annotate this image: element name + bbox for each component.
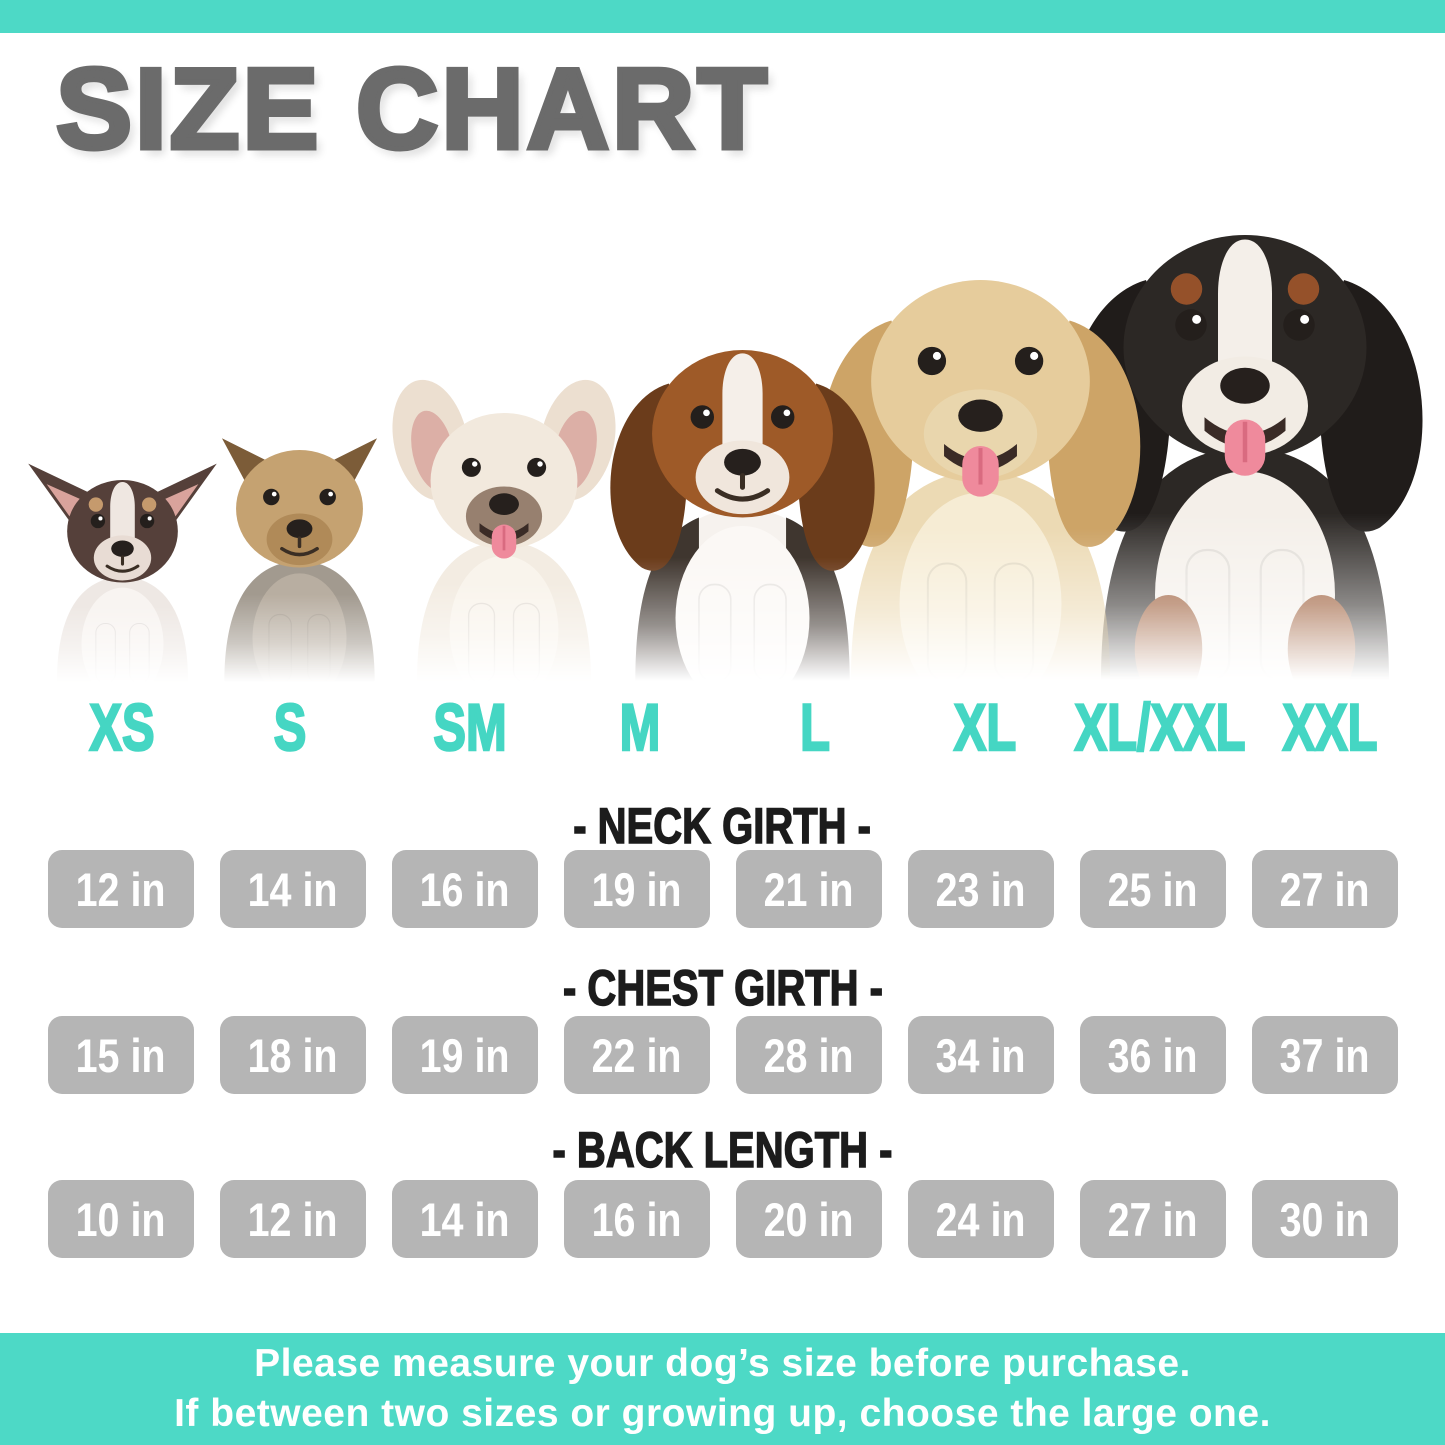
size-labels-row: XS S SM M L XL XL/XXL XXL [0, 690, 1445, 764]
value-text: 19 in [419, 1028, 510, 1082]
back-value-box-14in: 14 in [391, 1180, 538, 1258]
value-text: 14 in [419, 1192, 510, 1246]
value-text: 27 in [1279, 862, 1370, 916]
yorkshire-terrier-dog-photo [182, 402, 417, 685]
footer-note-line2: If between two sizes or growing up, choo… [174, 1392, 1271, 1435]
value-text: 25 in [1107, 862, 1198, 916]
value-text: 16 in [591, 1192, 682, 1246]
value-text: 24 in [935, 1192, 1026, 1246]
size-label-text: S [273, 690, 307, 764]
size-label-s: S [268, 690, 312, 764]
value-text: 36 in [1107, 1028, 1198, 1082]
chest-value-box-19in: 19 in [391, 1016, 538, 1094]
chest-value-box-22in: 22 in [563, 1016, 710, 1094]
value-text: 28 in [763, 1028, 854, 1082]
back-value-box-27in: 27 in [1079, 1180, 1226, 1258]
value-text: 18 in [247, 1028, 338, 1082]
value-text: 19 in [591, 862, 682, 916]
size-label-text: XS [88, 690, 155, 764]
neck-girth-heading-text: - NECK GIRTH - [573, 797, 872, 855]
neck-girth-values-row: 12 in 14 in 16 in 19 in 21 in 23 in 25 in 27 in [0, 850, 1445, 928]
page-title: SIZE CHART [54, 44, 770, 176]
neck-value-box-16in: 16 in [391, 850, 538, 928]
chest-value-box-34in: 34 in [907, 1016, 1054, 1094]
chest-value-box-36in: 36 in [1079, 1016, 1226, 1094]
chest-girth-heading-text: - CHEST GIRTH - [562, 959, 883, 1017]
back-value-box-16in: 16 in [563, 1180, 710, 1258]
footer-note-line1: Please measure your dog’s size before pu… [254, 1342, 1191, 1385]
footer-note-band: Please measure your dog’s size before pu… [0, 1333, 1445, 1445]
back-length-heading-text: - BACK LENGTH - [552, 1121, 893, 1179]
value-text: 12 in [75, 862, 166, 916]
back-value-box-30in: 30 in [1251, 1180, 1398, 1258]
back-value-box-24in: 24 in [907, 1180, 1054, 1258]
neck-value-box-21in: 21 in [735, 850, 882, 928]
size-label-l: L [795, 690, 835, 764]
beagle-dog-photo [575, 287, 910, 685]
value-text: 21 in [763, 862, 854, 916]
size-label-xl-xxl: XL/XXL [1044, 690, 1275, 764]
size-label-text: XL [953, 690, 1017, 764]
value-text: 14 in [247, 862, 338, 916]
value-text: 20 in [763, 1192, 854, 1246]
french-bulldog-dog-photo [368, 365, 640, 685]
size-label-xxl: XXL [1266, 690, 1394, 764]
neck-girth-heading: - NECK GIRTH - [0, 797, 1445, 855]
neck-value-box-25in: 25 in [1079, 850, 1226, 928]
back-length-heading: - BACK LENGTH - [0, 1121, 1445, 1179]
value-text: 16 in [419, 862, 510, 916]
bernese-mountain-dog-photo [1020, 149, 1445, 685]
value-text: 12 in [247, 1192, 338, 1246]
size-label-xs: XS [78, 690, 166, 764]
neck-value-box-23in: 23 in [907, 850, 1054, 928]
back-length-values-row: 10 in 12 in 14 in 16 in 20 in 24 in 27 in 30 in [0, 1180, 1445, 1258]
size-label-xl: XL [943, 690, 1027, 764]
size-label-text: M [619, 690, 662, 764]
neck-value-box-27in: 27 in [1251, 850, 1398, 928]
size-label-text: XXL [1282, 690, 1379, 764]
size-label-m: M [613, 690, 668, 764]
size-label-sm: SM [421, 690, 520, 764]
size-label-text: SM [432, 690, 507, 764]
back-value-box-10in: 10 in [47, 1180, 194, 1258]
size-label-text: XL/XXL [1074, 690, 1247, 764]
value-text: 22 in [591, 1028, 682, 1082]
neck-value-box-19in: 19 in [563, 850, 710, 928]
back-value-box-12in: 12 in [219, 1180, 366, 1258]
back-value-box-20in: 20 in [735, 1180, 882, 1258]
chest-value-box-18in: 18 in [219, 1016, 366, 1094]
chihuahua-dog-photo [20, 437, 225, 685]
value-text: 30 in [1279, 1192, 1370, 1246]
chest-girth-heading: - CHEST GIRTH - [0, 959, 1445, 1017]
neck-value-box-14in: 14 in [219, 850, 366, 928]
neck-value-box-12in: 12 in [47, 850, 194, 928]
value-text: 37 in [1279, 1028, 1370, 1082]
size-label-text: L [799, 690, 831, 764]
value-text: 23 in [935, 862, 1026, 916]
chest-value-box-15in: 15 in [47, 1016, 194, 1094]
value-text: 15 in [75, 1028, 166, 1082]
value-text: 10 in [75, 1192, 166, 1246]
chest-girth-values-row: 15 in 18 in 19 in 22 in 28 in 34 in 36 in 37 in [0, 1016, 1445, 1094]
top-accent-bar [0, 0, 1445, 33]
value-text: 27 in [1107, 1192, 1198, 1246]
chest-value-box-28in: 28 in [735, 1016, 882, 1094]
chest-value-box-37in: 37 in [1251, 1016, 1398, 1094]
value-text: 34 in [935, 1028, 1026, 1082]
